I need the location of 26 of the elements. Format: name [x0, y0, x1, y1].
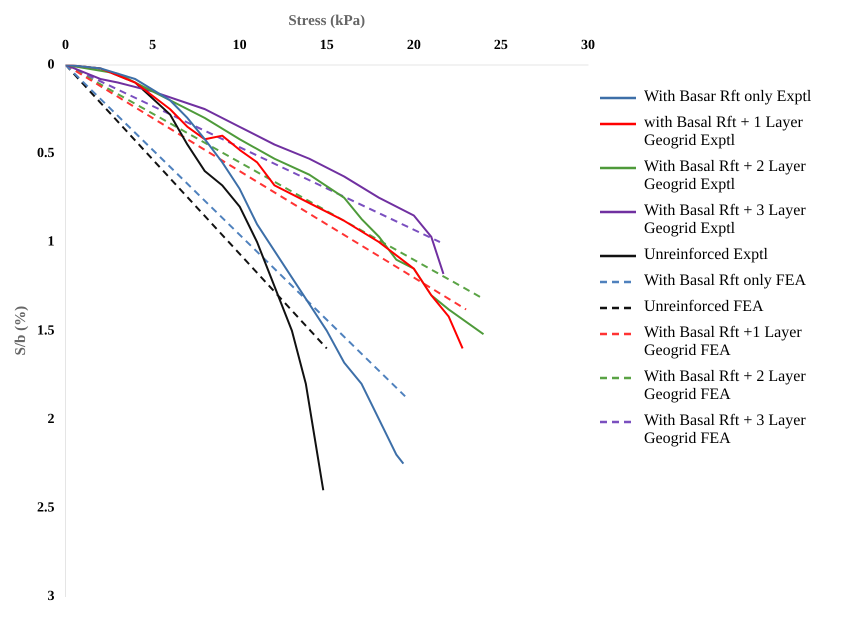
y-tick-label: 1.5 [37, 323, 54, 338]
y-axis-title: S/b (%) [12, 306, 29, 356]
x-tick-label: 20 [406, 38, 421, 54]
x-tick-label: 25 [494, 38, 508, 54]
legend-label: With Basal Rft + 2 Layer Geogrid Exptl [644, 158, 807, 194]
legend-label: With Basal Rft + 3 Layer Geogrid FEA [644, 412, 807, 448]
legend-label: With Basal Rft + 3 Layer Geogrid Exptl [644, 202, 807, 238]
y-tick-label: 2 [48, 412, 54, 427]
legend-label: With Basal Rft +1 Layer Geogrid FEA [644, 324, 803, 360]
legend-label: Unreinforced Exptl [644, 246, 768, 264]
y-tick-label: 0.5 [37, 146, 54, 162]
legend-label: with Basal Rft + 1 Layer Geogrid Exptl [644, 114, 804, 150]
legend-label: With Basal Rft + 2 Layer Geogrid FEA [644, 368, 807, 404]
y-tick-label: 3 [48, 589, 54, 604]
x-axis-title: Stress (kPa) [288, 12, 366, 29]
legend-label: Unreinforced FEA [644, 298, 764, 316]
legend-label: With Basar Rft only Exptl [644, 88, 812, 106]
x-tick-label: 0 [62, 38, 69, 54]
y-tick-label: 1 [48, 234, 54, 250]
legend-label: With Basal Rft only FEA [644, 272, 806, 290]
y-tick-label: 2.5 [37, 500, 54, 516]
x-tick-label: 5 [149, 38, 156, 54]
x-tick-label: 30 [581, 38, 595, 54]
x-tick-label: 10 [232, 38, 247, 54]
y-tick-label: 0 [48, 57, 54, 72]
x-tick-label: 15 [320, 38, 334, 54]
